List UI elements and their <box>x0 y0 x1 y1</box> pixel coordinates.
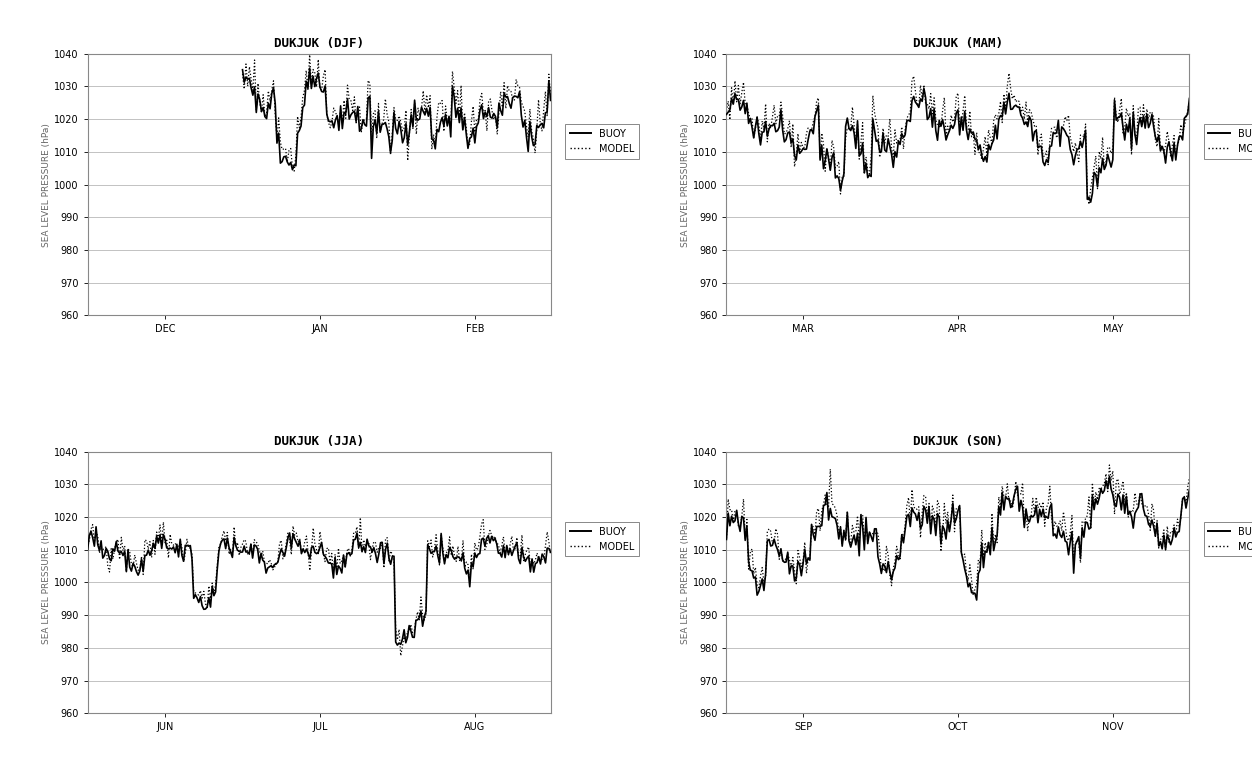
BUOY <box>830 171 845 180</box>
BUOY <box>1182 485 1197 494</box>
Legend: BUOY, MODEL: BUOY, MODEL <box>565 522 639 556</box>
BUOY <box>323 558 338 568</box>
BUOY <box>238 72 253 81</box>
MODEL <box>888 125 903 134</box>
BUOY <box>888 147 903 156</box>
BUOY <box>911 508 926 517</box>
BUOY <box>543 548 558 557</box>
BUOY <box>346 108 361 117</box>
MODEL <box>1102 460 1117 469</box>
BUOY <box>916 84 931 93</box>
MODEL <box>973 148 988 157</box>
BUOY <box>358 548 373 557</box>
BUOY <box>988 120 1003 130</box>
BUOY <box>1182 94 1197 103</box>
MODEL <box>1182 97 1197 106</box>
MODEL <box>1002 69 1017 78</box>
BUOY <box>1083 198 1098 207</box>
BUOY <box>930 136 945 145</box>
MODEL <box>393 651 408 660</box>
Legend: BUOY, MODEL: BUOY, MODEL <box>565 124 639 159</box>
Title: DUKJUK (DJF): DUKJUK (DJF) <box>274 37 364 50</box>
Y-axis label: SEA LEVEL PRESSURE (hPa): SEA LEVEL PRESSURE (hPa) <box>43 521 51 644</box>
BUOY <box>389 640 404 650</box>
BUOY <box>143 551 158 560</box>
MODEL <box>1182 473 1197 482</box>
MODEL <box>830 161 845 170</box>
MODEL <box>987 116 1002 125</box>
MODEL <box>888 557 903 566</box>
MODEL <box>238 59 253 68</box>
Line: BUOY: BUOY <box>88 527 551 645</box>
MODEL <box>346 106 361 115</box>
Line: BUOY: BUOY <box>726 88 1189 202</box>
MODEL <box>965 591 980 600</box>
MODEL <box>719 107 734 116</box>
BUOY <box>80 545 95 554</box>
Legend: BUOY, MODEL: BUOY, MODEL <box>1203 124 1252 159</box>
BUOY <box>89 522 104 532</box>
MODEL <box>928 115 943 124</box>
BUOY <box>397 133 412 142</box>
Line: MODEL: MODEL <box>88 518 551 656</box>
MODEL <box>140 545 155 554</box>
MODEL <box>321 543 336 552</box>
BUOY <box>1102 472 1117 481</box>
Y-axis label: SEA LEVEL PRESSURE (hPa): SEA LEVEL PRESSURE (hPa) <box>681 521 690 644</box>
BUOY <box>719 535 734 544</box>
MODEL <box>316 549 331 558</box>
MODEL <box>928 524 943 533</box>
Line: MODEL: MODEL <box>726 74 1189 204</box>
MODEL <box>830 512 845 521</box>
BUOY <box>888 563 903 572</box>
Line: MODEL: MODEL <box>726 465 1189 595</box>
BUOY <box>911 103 926 112</box>
BUOY <box>974 151 989 160</box>
MODEL <box>988 530 1003 539</box>
BUOY <box>404 633 419 642</box>
MODEL <box>1082 199 1097 209</box>
BUOY <box>830 521 845 530</box>
BUOY <box>543 96 558 105</box>
MODEL <box>353 513 368 522</box>
Title: DUKJUK (SON): DUKJUK (SON) <box>913 435 1003 448</box>
BUOY <box>974 538 989 548</box>
BUOY <box>928 531 943 540</box>
BUOY <box>253 549 268 558</box>
MODEL <box>404 628 419 637</box>
Title: DUKJUK (JJA): DUKJUK (JJA) <box>274 435 364 448</box>
MODEL <box>911 100 926 110</box>
Y-axis label: SEA LEVEL PRESSURE (hPa): SEA LEVEL PRESSURE (hPa) <box>681 123 690 246</box>
MODEL <box>252 546 267 555</box>
BUOY <box>988 537 1003 546</box>
MODEL <box>80 540 95 549</box>
BUOY <box>318 551 333 561</box>
Line: MODEL: MODEL <box>243 54 551 171</box>
Title: DUKJUK (MAM): DUKJUK (MAM) <box>913 37 1003 50</box>
MODEL <box>543 550 558 559</box>
Legend: BUOY, MODEL: BUOY, MODEL <box>1203 522 1252 556</box>
MODEL <box>974 525 989 535</box>
Y-axis label: SEA LEVEL PRESSURE (hPa): SEA LEVEL PRESSURE (hPa) <box>43 123 51 246</box>
MODEL <box>719 534 734 543</box>
MODEL <box>543 91 558 100</box>
MODEL <box>397 123 412 132</box>
MODEL <box>358 542 373 551</box>
Line: BUOY: BUOY <box>726 476 1189 600</box>
MODEL <box>911 502 926 512</box>
Line: BUOY: BUOY <box>243 68 551 170</box>
BUOY <box>719 110 734 119</box>
BUOY <box>969 595 984 604</box>
